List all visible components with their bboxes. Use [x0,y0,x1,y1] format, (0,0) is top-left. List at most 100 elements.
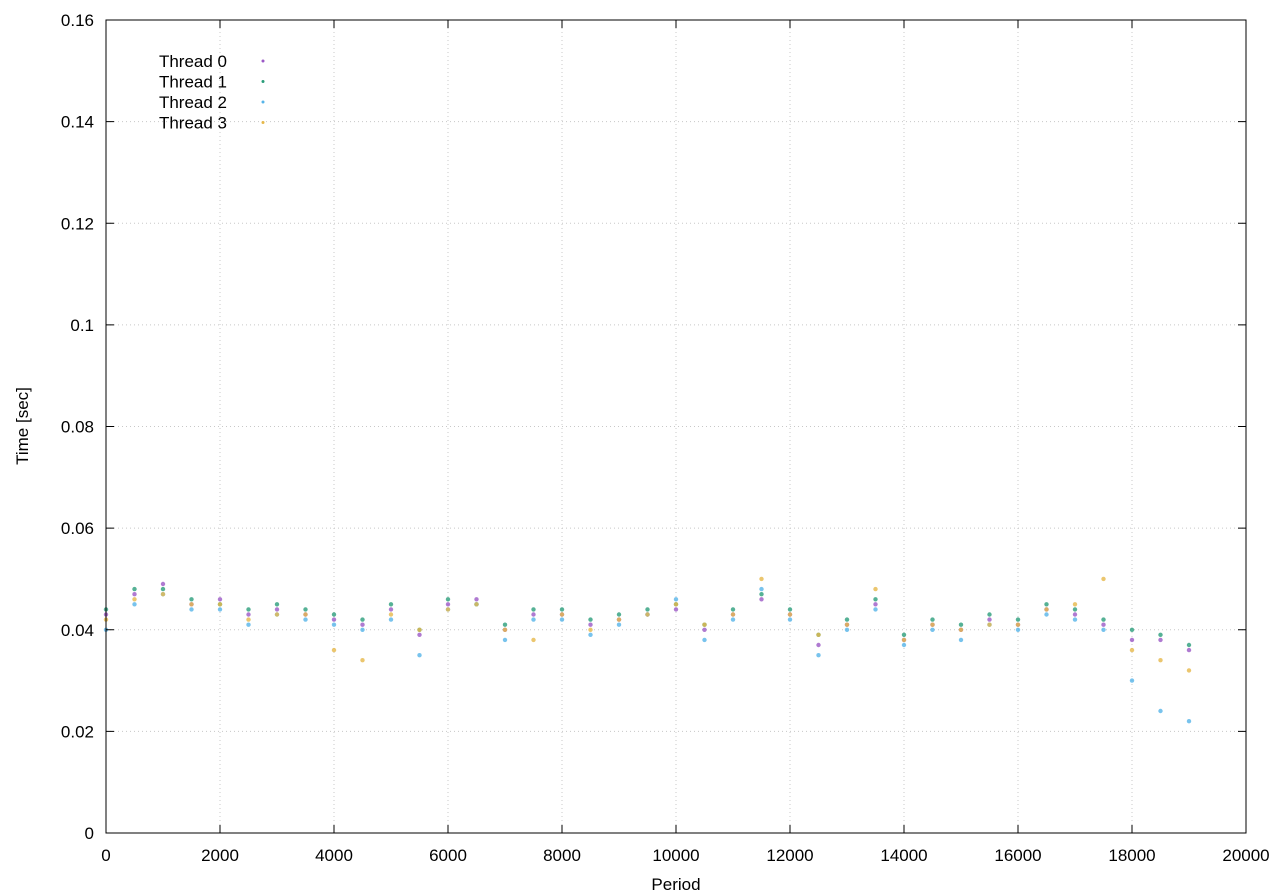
data-point [958,637,964,643]
data-point [958,627,964,632]
data-point [1158,632,1163,637]
data-point [1158,637,1163,643]
data-point [1015,627,1021,632]
data-point [958,622,964,627]
data-point [559,617,565,622]
data-point [1101,576,1106,582]
data-point [1101,622,1106,627]
data-point [559,607,565,612]
data-point [873,602,878,607]
data-point [531,607,536,612]
y-tick-label: 0.14 [61,113,94,132]
data-point [360,658,365,663]
data-point [702,637,707,643]
data-point [1129,647,1135,653]
data-point [502,637,508,643]
x-tick-label: 20000 [1222,846,1269,865]
data-point [787,612,793,617]
series-3 [103,576,1192,673]
data-point [816,653,821,658]
data-point [930,627,935,632]
data-point [873,597,878,602]
data-point [1129,627,1135,632]
x-tick-label: 14000 [880,846,927,865]
data-point [360,627,365,632]
data-point [331,612,337,617]
data-point [816,642,821,648]
data-point [1072,612,1078,617]
data-point [160,581,166,587]
data-point [844,622,850,627]
data-point [274,607,280,612]
legend-swatch [261,100,265,104]
data-point [246,607,251,612]
x-tick-label: 16000 [994,846,1041,865]
data-point [588,627,593,632]
y-tick-label: 0.02 [61,722,94,741]
data-point [1015,622,1021,627]
data-point [616,622,622,627]
y-tick-labels: 0 0.02 0.04 0.06 0.08 0.1 0.12 0.14 0.16 [61,11,94,843]
data-point [759,576,764,582]
data-point [274,602,280,607]
data-point [616,617,622,622]
data-point [303,617,308,622]
x-tick-label: 0 [101,846,110,865]
data-point [759,586,764,592]
x-tick-label: 6000 [429,846,467,865]
data-point [417,632,422,637]
data-point [873,607,878,612]
data-point [588,632,593,637]
legend-swatch [261,80,265,83]
data-point [844,627,850,632]
data-point [673,597,679,602]
data-point [303,607,308,612]
data-point [217,597,223,602]
data-point [474,597,479,602]
grid-lines [106,20,1246,833]
data-point [1044,607,1049,612]
legend-swatch [261,59,265,63]
y-tick-label: 0.08 [61,418,94,437]
data-point [502,627,508,632]
data-point [673,607,679,612]
axis-ticks [105,19,1247,834]
data-point [388,612,394,617]
data-point [559,612,565,617]
data-point [474,602,479,607]
data-point [987,617,992,622]
data-point [759,597,764,602]
data-point [246,617,251,622]
data-point [616,612,622,617]
data-point [1044,602,1049,607]
data-point [1101,617,1106,622]
x-tick-label: 10000 [652,846,699,865]
data-point [588,617,593,622]
data-point [246,622,251,627]
data-point [987,622,992,627]
data-point [274,612,280,617]
data-point [502,622,508,627]
data-point [132,602,137,607]
data-point [217,602,223,607]
x-axis-title: Period [651,875,700,894]
x-tick-label: 2000 [201,846,239,865]
x-tick-label: 18000 [1108,846,1155,865]
data-point [1186,642,1192,648]
data-point [702,627,707,632]
y-axis-title: Time [sec] [13,387,32,465]
legend-label: Thread 1 [159,73,227,92]
data-point [360,617,365,622]
data-point [531,612,536,617]
x-tick-label: 4000 [315,846,353,865]
x-tick-label: 12000 [766,846,813,865]
data-point [901,642,907,648]
data-point [930,622,935,627]
data-point [759,592,764,597]
data-point [844,617,850,622]
legend-label: Thread 2 [159,93,227,112]
data-point [331,622,337,627]
data-point [987,612,992,617]
data-point [702,622,707,627]
